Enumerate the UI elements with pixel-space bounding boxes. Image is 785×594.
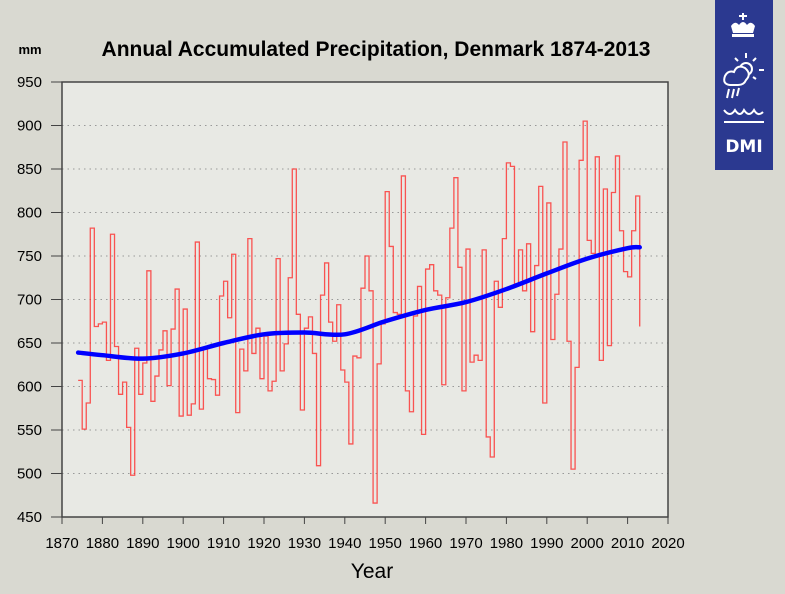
weather-icon [723, 53, 764, 99]
y-tick-label: 600 [17, 379, 42, 396]
x-tick-label: 1990 [530, 535, 563, 552]
x-tick-label: 1970 [449, 535, 482, 552]
x-tick-label: 1870 [45, 535, 78, 552]
chart-title: Annual Accumulated Precipitation, Denmar… [102, 38, 651, 61]
plot-frame [61, 81, 669, 518]
x-tick-label: 1940 [328, 535, 361, 552]
x-tick-label: 1960 [409, 535, 442, 552]
x-tick-label: 1930 [288, 535, 321, 552]
logo-text: DMI [725, 137, 762, 157]
x-tick-label: 1910 [207, 535, 240, 552]
x-tick-label: 1980 [490, 535, 523, 552]
y-tick-label: 650 [17, 335, 42, 352]
waves-icon [723, 107, 764, 123]
x-tick-label: 2000 [571, 535, 604, 552]
y-tick-label: 450 [17, 509, 42, 526]
x-tick-label: 1880 [86, 535, 119, 552]
y-tick-label: 700 [17, 292, 42, 309]
dmi-logo: DMI [715, 0, 773, 170]
series-layer [75, 120, 642, 504]
x-tick-label: 1900 [167, 535, 200, 552]
x-axis-label: Year [351, 560, 393, 583]
x-axis: 1870 1880 1890 1900 1910 1920 1930 1940 1950 1960… [45, 517, 685, 552]
y-tick-label: 500 [17, 466, 42, 483]
x-tick-label: 1920 [247, 535, 280, 552]
smoothed-trend-line [75, 244, 642, 361]
y-tick-label: 850 [17, 161, 42, 178]
x-tick-label: 2010 [611, 535, 644, 552]
y-tick-label: 750 [17, 248, 42, 265]
y-axis: 450 500 550 600 650 700 750 800 850 900 950 [17, 74, 62, 526]
annual-precipitation-step-line [78, 120, 641, 504]
y-tick-label: 950 [17, 74, 42, 91]
y-tick-label: 900 [17, 118, 42, 135]
crown-icon [731, 13, 755, 37]
y-tick-label: 800 [17, 205, 42, 222]
y-tick-label: 550 [17, 422, 42, 439]
x-tick-label: 1950 [369, 535, 402, 552]
y-axis-unit: mm [18, 42, 41, 57]
x-tick-label: 2020 [651, 535, 684, 552]
x-tick-label: 1890 [126, 535, 159, 552]
